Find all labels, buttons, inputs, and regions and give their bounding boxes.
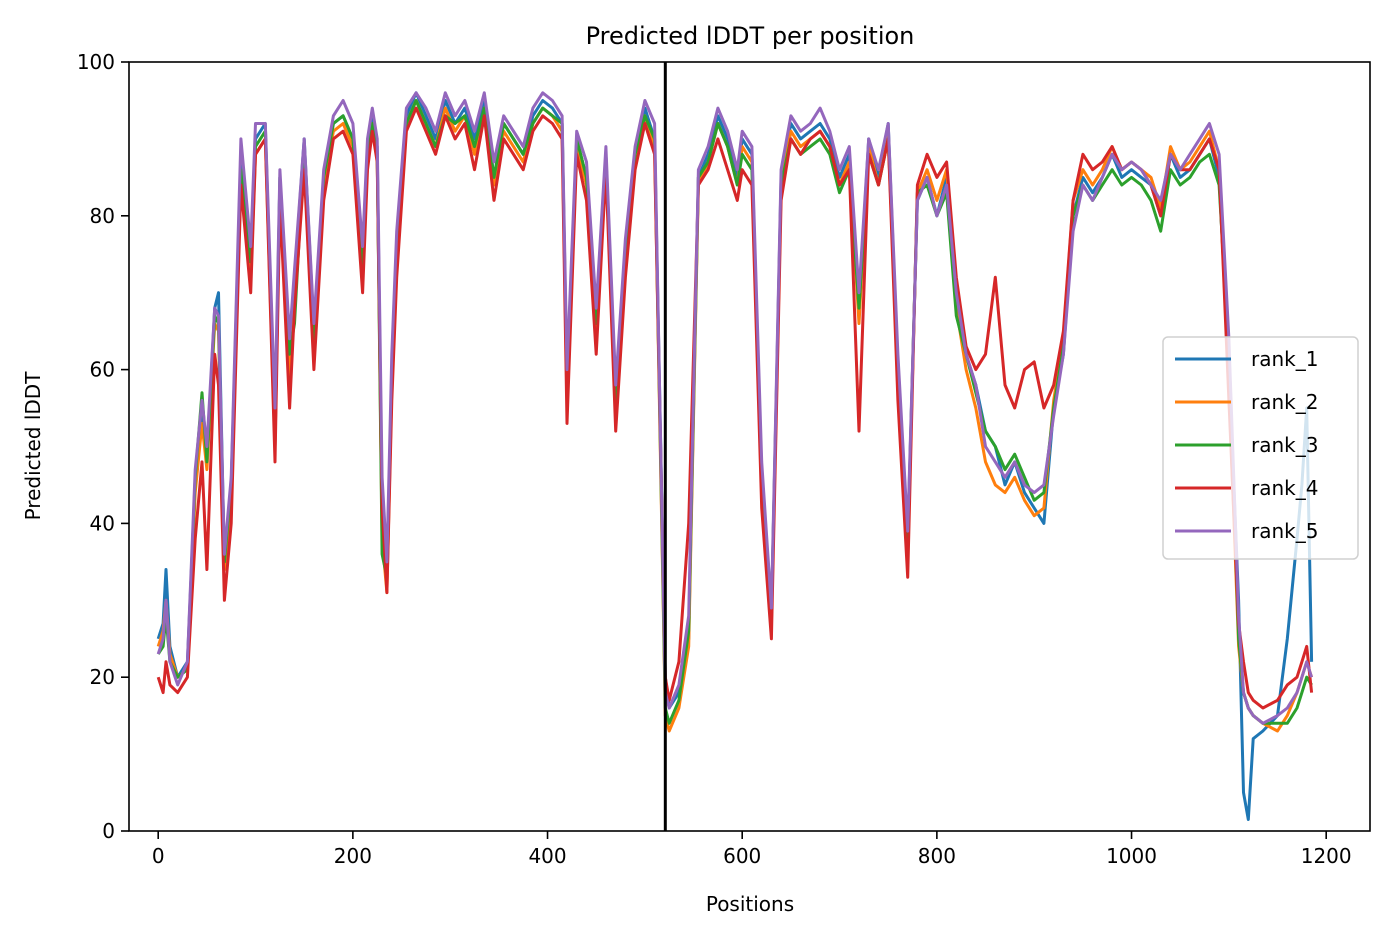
y-tick-label: 0 [102,819,115,843]
chart-title: Predicted lDDT per position [586,22,915,50]
x-tick-label: 800 [918,844,956,868]
plot-frame [128,61,1371,832]
legend: rank_1 rank_2 rank_3 rank_4 rank_5 [1162,336,1359,560]
legend-box [1162,336,1359,560]
x-axis-label: Positions [706,892,794,916]
legend-label-rank_2: rank_2 [1251,390,1318,414]
y-axis-label: Predicted lDDT [21,371,45,521]
y-tick-label: 40 [90,511,115,535]
y-tick-label: 20 [90,665,115,689]
y-tick-label: 100 [77,50,115,74]
legend-label-rank_5: rank_5 [1251,519,1318,543]
x-tick-label: 600 [723,844,761,868]
y-tick-label: 60 [90,358,115,382]
legend-label-rank_4: rank_4 [1251,476,1318,500]
series-line-rank_5 [156,91,1314,725]
series-line-rank_4 [156,106,1314,710]
x-tick-label: 1200 [1301,844,1352,868]
legend-label-rank_1: rank_1 [1251,347,1318,371]
y-tick-label: 80 [90,204,115,228]
x-tick-label: 0 [152,844,165,868]
legend-label-rank_3: rank_3 [1251,433,1318,457]
x-tick-label: 200 [334,844,372,868]
x-tick-label: 1000 [1106,844,1157,868]
series-line-rank_1 [156,91,1314,821]
x-tick-label: 400 [528,844,566,868]
